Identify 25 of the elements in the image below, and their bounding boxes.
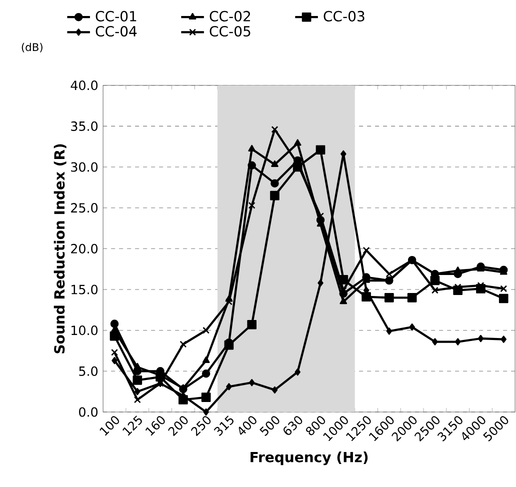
legend-label: CC-05 <box>210 26 250 37</box>
legend-label: CC-03 <box>324 10 364 22</box>
x-tick-label: 100 <box>100 416 120 436</box>
text: (dB) <box>22 42 42 52</box>
legend-label: CC-04 <box>96 26 137 37</box>
y-tick-label: 30.0 <box>71 162 98 172</box>
y-tick-label: 0.0 <box>79 407 98 417</box>
x-tick-label: 250 <box>190 416 211 436</box>
x-tick-label: 400 <box>238 416 256 435</box>
y-tick-label: 10.0 <box>72 326 98 336</box>
x-tick-label: 160 <box>145 416 165 436</box>
y-tick-label: 40.0 <box>70 80 98 90</box>
legend-label: CC-02 <box>210 10 250 22</box>
x-axis-title: Frequency (Hz) <box>250 452 368 466</box>
x-tick-label: 630 <box>284 416 302 435</box>
x-tick-label: 500 <box>260 416 280 436</box>
y-tick-label: 20.0 <box>71 244 98 254</box>
legend-label: CC-01 <box>96 10 136 22</box>
x-tick-label: 200 <box>168 416 188 436</box>
y-tick-label: 35.0 <box>71 121 98 131</box>
y-tick-label: 5.0 <box>79 366 98 376</box>
y-tick-label: 25.0 <box>71 203 98 213</box>
y-axis-title: Sound Reduction Index (R) <box>54 144 66 354</box>
y-tick-label: 15.0 <box>72 284 98 294</box>
x-tick-label: 800 <box>306 416 326 436</box>
